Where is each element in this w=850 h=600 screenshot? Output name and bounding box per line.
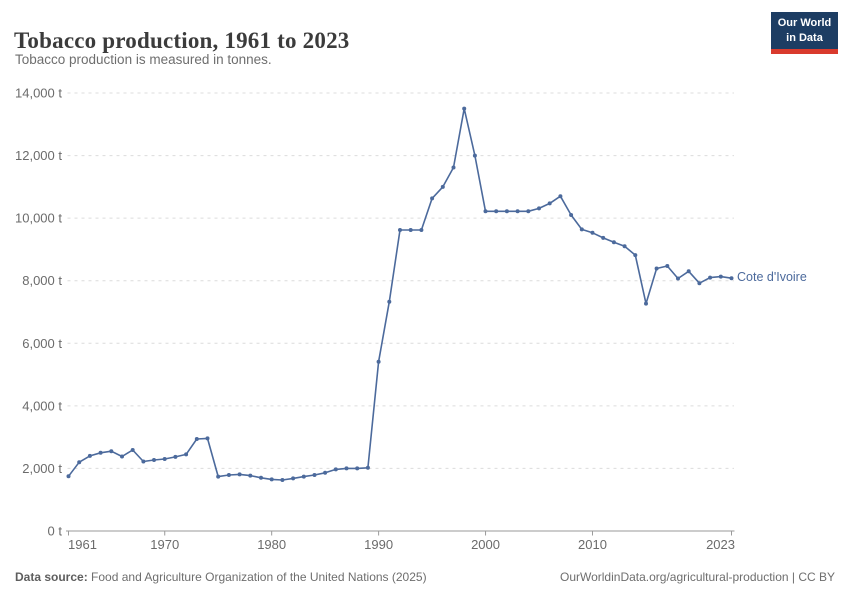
data-point[interactable] <box>504 209 509 214</box>
data-point[interactable] <box>494 209 499 214</box>
data-point[interactable] <box>472 153 477 158</box>
data-point[interactable] <box>205 436 210 441</box>
data-point[interactable] <box>462 106 467 111</box>
series-cote-d-ivoire[interactable] <box>66 106 734 482</box>
data-point[interactable] <box>537 206 541 211</box>
data-point[interactable] <box>365 465 370 470</box>
data-point[interactable] <box>569 213 574 217</box>
data-point[interactable] <box>152 458 156 462</box>
data-point[interactable] <box>109 449 114 454</box>
svg-text:14,000 t: 14,000 t <box>15 86 62 101</box>
x-axis-labels: 1961 1970 1980 1990 2000 2010 2023 <box>68 537 735 552</box>
data-point[interactable] <box>66 474 71 479</box>
series-label-cote-divoire: Cote d'Ivoire <box>737 270 807 285</box>
svg-text:1970: 1970 <box>150 537 179 552</box>
data-point[interactable] <box>301 474 306 479</box>
data-point[interactable] <box>312 473 317 477</box>
data-point[interactable] <box>644 301 648 306</box>
data-point[interactable] <box>333 467 338 472</box>
y-axis-labels: 0 t 2,000 t 4,000 t 6,000 t 8,000 t 10,000 t 1… <box>15 86 62 539</box>
data-point[interactable] <box>686 269 691 274</box>
svg-text:12,000 t: 12,000 t <box>15 148 62 163</box>
data-point[interactable] <box>344 466 349 471</box>
data-point[interactable] <box>430 196 435 201</box>
svg-text:1990: 1990 <box>364 537 393 552</box>
data-point[interactable] <box>708 275 713 280</box>
svg-text:2010: 2010 <box>578 537 607 552</box>
data-point[interactable] <box>483 209 488 214</box>
data-source-label: Data source: <box>15 570 88 584</box>
data-point[interactable] <box>77 460 82 465</box>
data-point[interactable] <box>440 184 445 189</box>
data-point[interactable] <box>665 264 670 268</box>
svg-text:6,000 t: 6,000 t <box>22 336 62 351</box>
data-point[interactable] <box>622 244 627 249</box>
page-title: Tobacco production, 1961 to 2023 <box>14 28 350 54</box>
data-point[interactable] <box>87 453 92 458</box>
owid-logo-line1: Our World <box>777 17 832 30</box>
data-point[interactable] <box>611 240 616 245</box>
owid-logo-line2: in Data <box>786 31 823 44</box>
svg-text:8,000 t: 8,000 t <box>22 273 62 288</box>
data-point[interactable] <box>194 437 199 441</box>
x-axis <box>66 530 735 536</box>
data-point[interactable] <box>633 253 638 258</box>
data-point[interactable] <box>451 165 456 170</box>
svg-text:2000: 2000 <box>471 537 500 552</box>
data-point[interactable] <box>654 266 659 271</box>
data-source-value: Food and Agriculture Organization of the… <box>87 570 427 584</box>
svg-text:0 t: 0 t <box>48 524 63 539</box>
data-point[interactable] <box>526 209 531 214</box>
data-point[interactable] <box>237 472 242 477</box>
data-line[interactable] <box>67 107 732 481</box>
data-point[interactable] <box>184 452 189 457</box>
data-point[interactable] <box>248 473 253 478</box>
data-point[interactable] <box>216 474 221 479</box>
svg-text:1961: 1961 <box>68 537 97 552</box>
data-point[interactable] <box>355 466 360 471</box>
data-point[interactable] <box>130 448 135 452</box>
data-point[interactable] <box>579 227 584 232</box>
data-point[interactable] <box>141 459 146 464</box>
svg-text:1980: 1980 <box>257 537 286 552</box>
data-point[interactable] <box>419 228 424 232</box>
data-point[interactable] <box>259 475 263 480</box>
line-chart[interactable]: 0 t 2,000 t 4,000 t 6,000 t 8,000 t 10,000 t 1… <box>0 0 850 560</box>
data-point[interactable] <box>590 230 595 235</box>
owid-url-license[interactable]: OurWorldinData.org/agricultural-producti… <box>559 570 835 584</box>
data-point[interactable] <box>387 299 392 304</box>
data-point[interactable] <box>729 276 734 281</box>
data-point[interactable] <box>697 281 702 286</box>
data-point[interactable] <box>558 194 563 199</box>
data-source-note: Data source: Food and Agriculture Organi… <box>15 570 427 584</box>
data-point[interactable] <box>718 274 723 279</box>
data-point[interactable] <box>173 454 178 459</box>
data-point[interactable] <box>98 450 103 455</box>
y-gridlines <box>67 92 734 469</box>
svg-text:2,000 t: 2,000 t <box>22 461 62 476</box>
data-point[interactable] <box>120 454 124 459</box>
svg-text:10,000 t: 10,000 t <box>15 211 62 226</box>
svg-text:2023: 2023 <box>706 537 735 552</box>
data-point[interactable] <box>269 477 274 482</box>
data-point[interactable] <box>162 457 167 461</box>
data-point[interactable] <box>601 235 606 240</box>
data-point[interactable] <box>226 473 231 477</box>
data-point[interactable] <box>398 228 402 232</box>
data-point[interactable] <box>280 478 285 482</box>
svg-text:4,000 t: 4,000 t <box>22 398 62 413</box>
data-point[interactable] <box>676 276 680 281</box>
data-point[interactable] <box>376 359 381 364</box>
data-point[interactable] <box>547 201 552 206</box>
data-point[interactable] <box>408 228 413 232</box>
owid-logo[interactable]: Our World in Data <box>771 12 838 54</box>
chart-subtitle: Tobacco production is measured in tonnes… <box>15 52 272 67</box>
data-point[interactable] <box>515 209 520 214</box>
data-point[interactable] <box>323 470 328 475</box>
data-point[interactable] <box>291 476 296 481</box>
